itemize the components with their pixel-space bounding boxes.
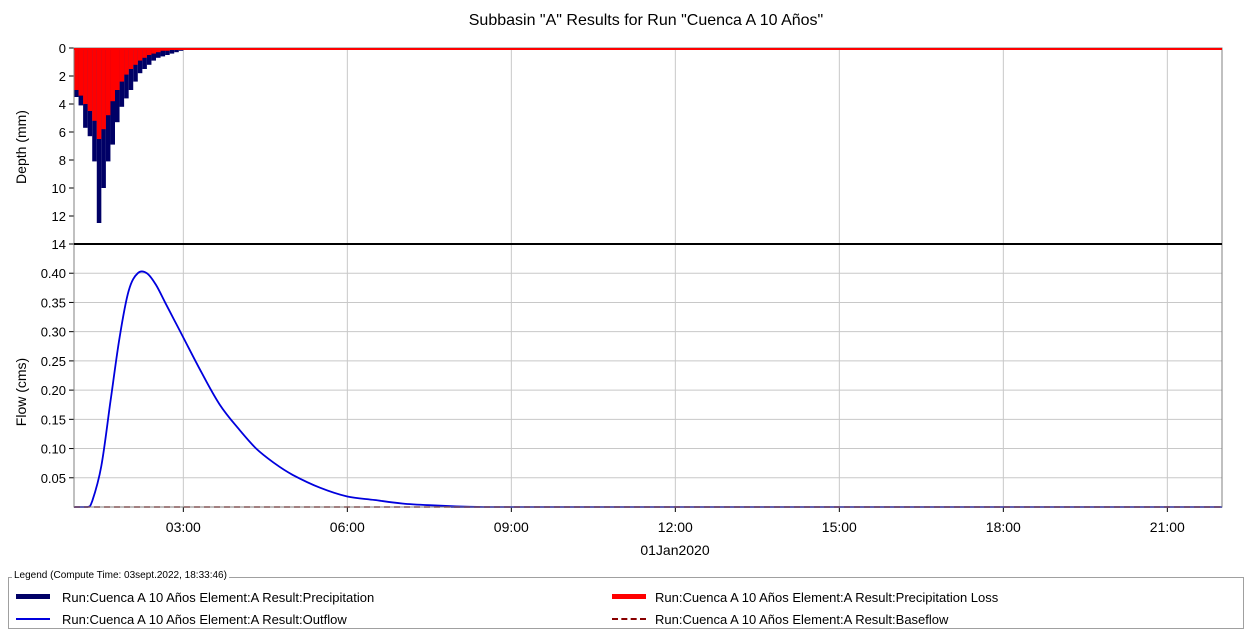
precipitation-loss-bar-3 — [87, 48, 93, 111]
legend-swatch-outflow — [16, 618, 50, 620]
precipitation-bar-22 — [174, 48, 179, 53]
precipitation-loss-bar-12 — [128, 48, 134, 69]
precipitation-loss-bar-9 — [115, 48, 120, 90]
legend-swatch-precipitation — [16, 594, 50, 599]
precipitation-loss-bar-1 — [78, 48, 84, 96]
legend-label-outflow: Run:Cuenca A 10 Años Element:A Result:Ou… — [62, 612, 347, 627]
precipitation-loss-bar-11 — [124, 48, 129, 75]
precipitation-loss-bar-15 — [142, 48, 147, 58]
precipitation-bar-20 — [165, 48, 170, 55]
precipitation-bar-18 — [156, 48, 161, 58]
top-panel-frame — [73, 47, 1223, 245]
legend-label-precipitation-loss: Run:Cuenca A 10 Años Element:A Result:Pr… — [655, 590, 999, 605]
precipitation-bar-17 — [151, 48, 156, 61]
flow-tick-label-5: 0.30 — [41, 325, 66, 340]
flow-tick-label-0: 0.05 — [41, 471, 66, 486]
precipitation-loss-bar-8 — [110, 48, 115, 102]
flow-tick-label-2: 0.15 — [41, 412, 66, 427]
legend-label-baseflow: Run:Cuenca A 10 Años Element:A Result:Ba… — [655, 612, 949, 627]
depth-tick-label-7: 14 — [52, 237, 66, 252]
precipitation-loss-bar-6 — [101, 48, 106, 130]
legend-label-precipitation: Run:Cuenca A 10 Años Element:A Result:Pr… — [62, 590, 375, 605]
depth-tick-label-3: 6 — [59, 125, 66, 140]
flow-tick-label-3: 0.20 — [41, 383, 66, 398]
legend-box — [8, 577, 1244, 629]
precipitation-loss-bar-17 — [151, 48, 156, 54]
precipitation-loss-bar-0 — [74, 48, 79, 90]
flow-tick-label-6: 0.35 — [41, 295, 66, 310]
legend-swatch-baseflow — [612, 618, 646, 620]
hydrograph-chart: Subbasin "A" Results for Run "Cuenca A 1… — [13, 12, 1223, 558]
legend-swatch-precipitation-loss — [612, 594, 646, 599]
precipitation-loss-bar-16 — [146, 48, 152, 55]
precipitation-bar-15 — [142, 48, 147, 69]
x-tick-label-3: 12:00 — [658, 519, 693, 535]
chart-title: Subbasin "A" Results for Run "Cuenca A 1… — [469, 12, 823, 29]
flow-panel-frame — [73, 243, 1223, 508]
precipitation-loss-bar-5 — [96, 48, 102, 139]
precipitation-loss-bar-10 — [119, 48, 125, 82]
precipitation-loss-bar-7 — [105, 48, 111, 116]
x-tick-label-1: 06:00 — [330, 519, 365, 535]
precipitation-bar-21 — [169, 48, 175, 54]
depth-tick-label-4: 8 — [59, 153, 66, 168]
x-tick-label-4: 15:00 — [822, 519, 857, 535]
depth-tick-label-6: 12 — [52, 209, 66, 224]
precipitation-loss-bar-4 — [92, 48, 97, 121]
flow-tick-label-7: 0.40 — [41, 266, 66, 281]
depth-tick-label-5: 10 — [52, 181, 66, 196]
x-axis-label: 01Jan2020 — [640, 542, 710, 558]
precipitation-loss-bar-14 — [137, 48, 143, 61]
x-tick-label-5: 18:00 — [986, 519, 1021, 535]
precipitation-bar-16 — [146, 48, 152, 65]
legend-caption: Legend (Compute Time: 03sept.2022, 18:33… — [12, 570, 229, 581]
depth-axis-label: Depth (mm) — [13, 110, 29, 184]
depth-tick-label-0: 0 — [59, 41, 66, 56]
flow-axis-label: Flow (cms) — [13, 358, 29, 426]
precipitation-panel: 0 2 4 6 8 10 12 14 — [52, 41, 1223, 252]
x-tick-label-6: 21:00 — [1150, 519, 1185, 535]
x-tick-label-0: 03:00 — [166, 519, 201, 535]
outflow-line — [73, 270, 1223, 508]
precipitation-bar-19 — [160, 48, 166, 57]
precipitation-loss-bar-18 — [156, 48, 161, 53]
depth-tick-label-1: 2 — [59, 69, 66, 84]
x-tick-label-2: 09:00 — [494, 519, 529, 535]
precipitation-loss-bar-13 — [133, 48, 138, 65]
depth-tick-label-2: 4 — [59, 97, 66, 112]
flow-tick-label-1: 0.10 — [41, 442, 66, 457]
flow-tick-label-4: 0.25 — [41, 354, 66, 369]
flow-panel: 03:00 06:00 09:00 12:00 15:00 18:00 21:00 0.05 0… — [41, 243, 1223, 535]
precipitation-loss-bar-2 — [83, 48, 88, 104]
